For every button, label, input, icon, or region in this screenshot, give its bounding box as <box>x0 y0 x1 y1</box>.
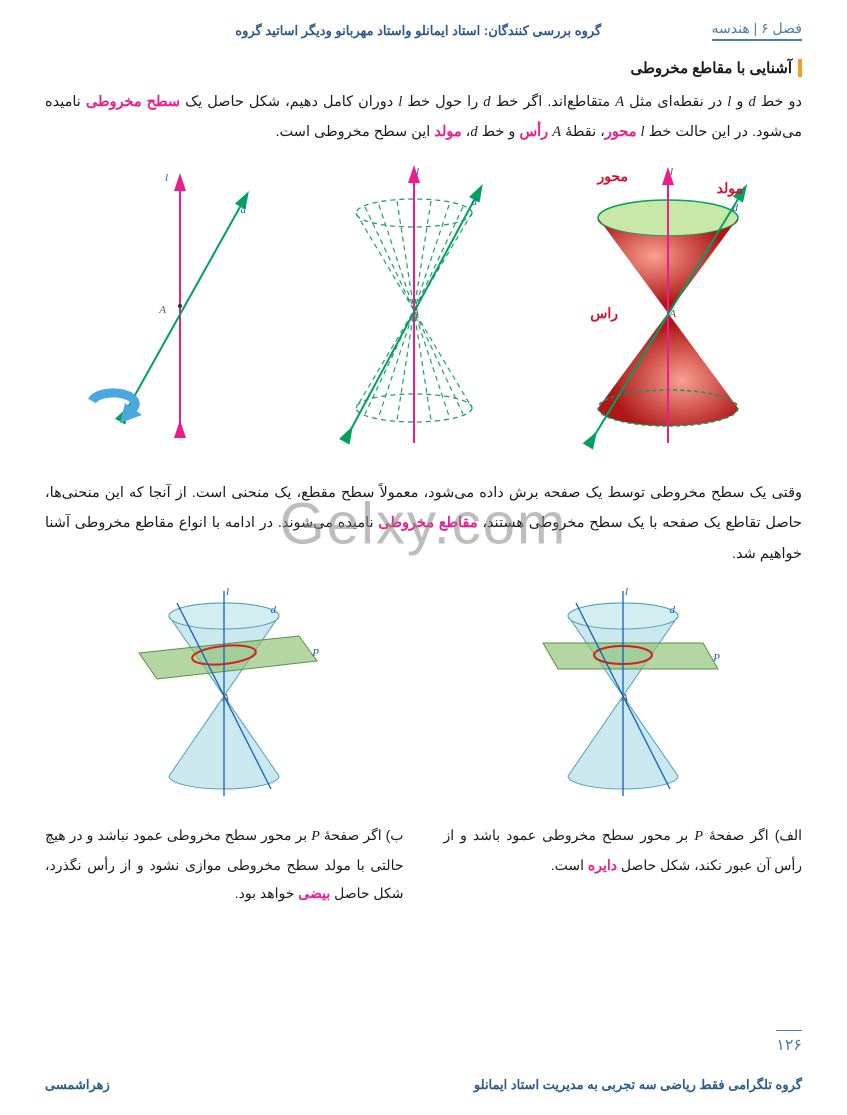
section-title: آشنایی با مقاطع مخروطی <box>45 59 802 77</box>
svg-text:l: l <box>415 166 418 178</box>
svg-text:l: l <box>669 166 672 178</box>
svg-text:d: d <box>240 204 246 216</box>
svg-text:A: A <box>668 308 676 320</box>
svg-text:P: P <box>712 652 720 664</box>
ellipse-block: l d P A ب) اگر صفحهٔ P بر محور سطح مخروط… <box>45 581 404 907</box>
svg-text:l: l <box>164 172 167 184</box>
svg-text:P: P <box>312 647 320 659</box>
svg-text:راس: راس <box>590 307 618 322</box>
wireframe-cone-diagram: l d A <box>319 163 509 458</box>
svg-text:A: A <box>158 304 166 316</box>
two-lines-diagram: l d A <box>70 163 270 458</box>
top-diagrams-row: محور مولد راس l d A <box>45 163 802 458</box>
svg-text:A: A <box>411 306 419 318</box>
footer-left: زهراشمسی <box>45 1077 110 1093</box>
circle-caption: الف) اگر صفحهٔ P بر محور سطح مخروطی عمود… <box>444 821 803 879</box>
ellipse-caption: ب) اگر صفحهٔ P بر محور سطح مخروطی عمود ن… <box>45 821 404 907</box>
circle-conic-diagram: l d P A <box>508 581 738 806</box>
page-number: ۱۲۶ <box>776 1030 802 1055</box>
chapter-label: فصل ۶ | هندسه <box>712 20 802 41</box>
svg-text:d: d <box>732 202 738 214</box>
svg-text:محور: محور <box>596 170 628 185</box>
intro-paragraph-1: دو خط d و l در نقطه‌ای مثل A متقاطع‌اند.… <box>45 87 802 148</box>
svg-text:d: d <box>471 196 477 208</box>
circle-block: l d P A الف) اگر صفحهٔ P بر محور سطح مخر… <box>444 581 803 907</box>
solid-cone-diagram: محور مولد راس l d A <box>558 163 778 458</box>
svg-text:A: A <box>620 692 628 704</box>
svg-text:مولد: مولد <box>716 182 742 197</box>
svg-text:d: d <box>669 604 675 616</box>
conic-sections-row: l d P A الف) اگر صفحهٔ P بر محور سطح مخر… <box>45 581 802 907</box>
ellipse-conic-diagram: l d P A <box>109 581 339 806</box>
reviewers-text: گروه بررسی کنندگان: استاد ایمانلو واستاد… <box>165 23 672 39</box>
svg-text:l: l <box>625 586 628 598</box>
intro-paragraph-2: وقتی یک سطح مخروطی توسط یک صفحه برش داده… <box>45 478 802 569</box>
footer-right: گروه تلگرامی فقط ریاضی سه تجربی به مدیری… <box>474 1077 802 1093</box>
svg-text:A: A <box>222 692 230 704</box>
svg-text:d: d <box>271 604 277 616</box>
page-footer: گروه تلگرامی فقط ریاضی سه تجربی به مدیری… <box>45 1077 802 1093</box>
svg-text:l: l <box>226 586 229 598</box>
